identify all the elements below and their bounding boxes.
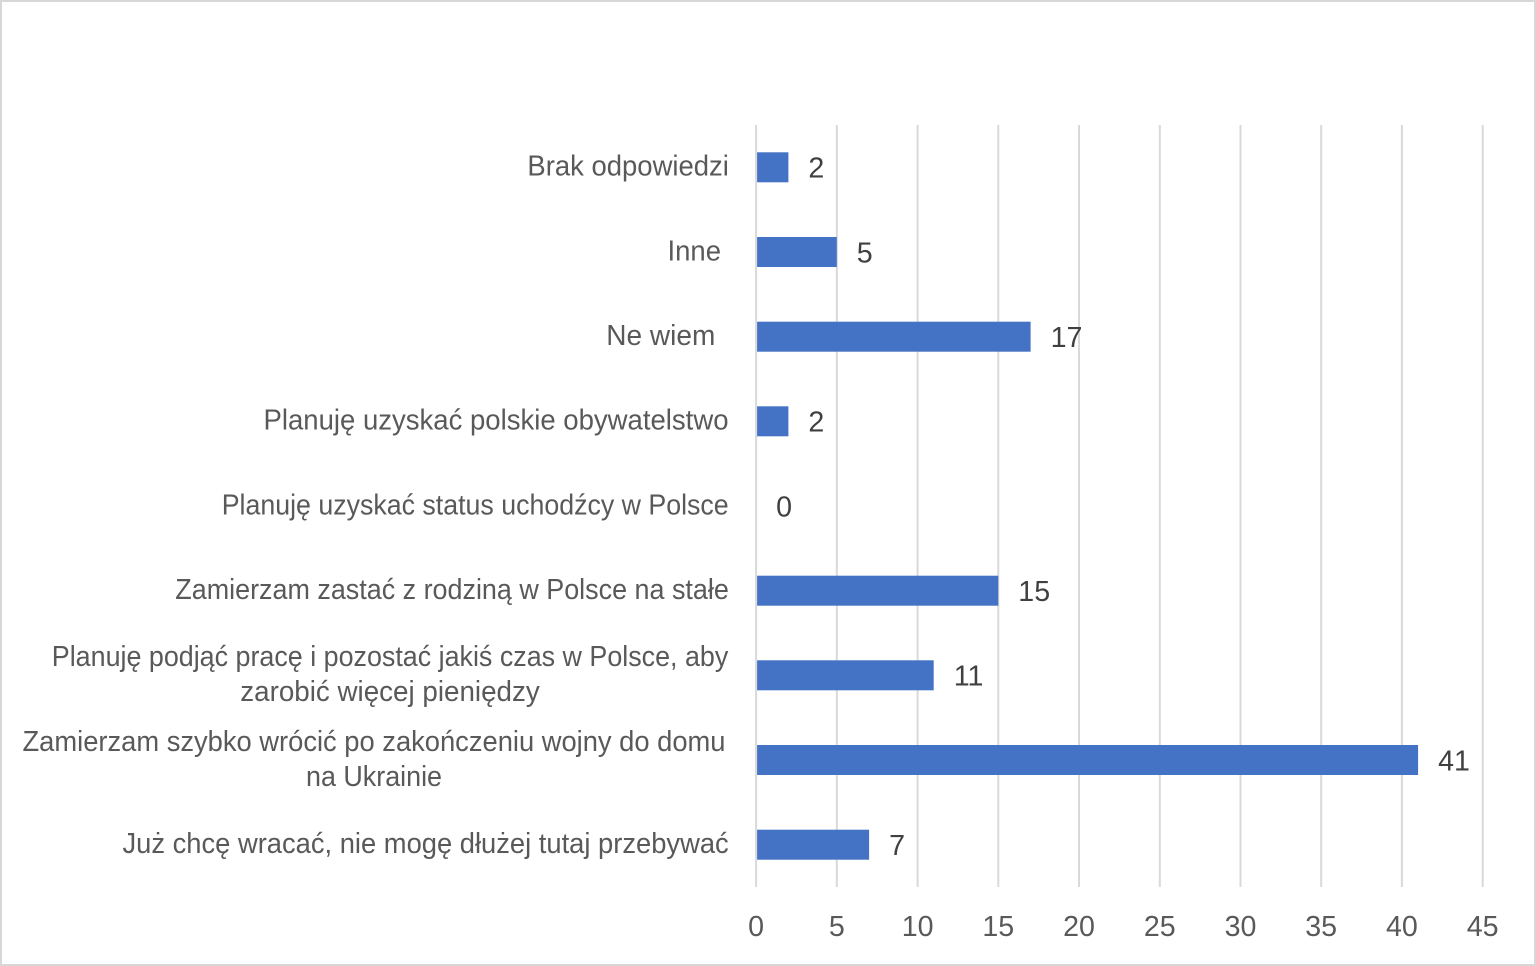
svg-text:5: 5 — [857, 237, 873, 269]
svg-text:Inne: Inne — [668, 235, 722, 267]
svg-text:0: 0 — [776, 491, 792, 523]
svg-text:Już chcę wracać, nie mogę dłuż: Już chcę wracać, nie mogę dłużej tutaj p… — [123, 828, 729, 860]
svg-text:2: 2 — [808, 407, 824, 439]
svg-text:Planuję uzyskać status uchodźc: Planuję uzyskać status uchodźcy w Polsce — [222, 489, 729, 521]
svg-text:35: 35 — [1305, 911, 1337, 943]
svg-text:45: 45 — [1467, 911, 1499, 943]
svg-text:30: 30 — [1225, 911, 1257, 943]
svg-text:10: 10 — [902, 911, 934, 943]
svg-text:Ne wiem: Ne wiem — [606, 320, 715, 352]
svg-text:Zamierzam szybko wrócić po zak: Zamierzam szybko wrócić po zakończeniu w… — [23, 726, 726, 758]
svg-text:25: 25 — [1144, 911, 1176, 943]
svg-text:0: 0 — [748, 911, 764, 943]
svg-text:5: 5 — [829, 911, 845, 943]
svg-text:17: 17 — [1051, 322, 1083, 354]
svg-text:15: 15 — [982, 911, 1014, 943]
svg-text:11: 11 — [954, 661, 984, 693]
svg-text:7: 7 — [889, 830, 905, 862]
svg-text:2: 2 — [808, 153, 824, 185]
svg-text:na Ukrainie: na Ukrainie — [306, 761, 442, 793]
svg-text:Brak odpowiedzi: Brak odpowiedzi — [527, 151, 729, 183]
svg-text:15: 15 — [1018, 576, 1050, 608]
svg-text:Zamierzam zastać z rodziną w P: Zamierzam zastać z rodziną w Polsce na s… — [175, 574, 729, 606]
svg-text:41: 41 — [1438, 745, 1470, 777]
svg-text:40: 40 — [1386, 911, 1418, 943]
svg-text:20: 20 — [1063, 911, 1095, 943]
svg-text:Planuję podjąć pracę i pozosta: Planuję podjąć pracę i pozostać jakiś cz… — [52, 641, 729, 673]
svg-text:zarobić więcej pieniędzy: zarobić więcej pieniędzy — [240, 676, 540, 708]
svg-text:Planuję uzyskać polskie obywat: Planuję uzyskać polskie obywatelstwo — [264, 405, 729, 437]
